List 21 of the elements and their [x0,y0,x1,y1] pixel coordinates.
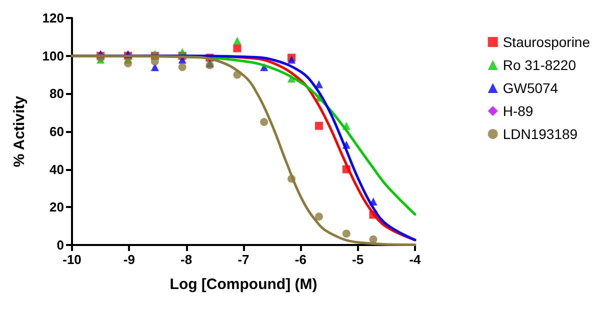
x-tick-label: -7 [238,252,250,267]
x-tick-label: -8 [180,252,192,267]
y-tick-label: 40 [50,162,64,177]
y-tick-label: 20 [50,200,64,215]
y-axis-title: % Activity [11,95,28,168]
legend-label: H-89 [502,103,534,119]
legend-label: Staurosporine [502,34,590,50]
x-tick-label: -5 [352,252,364,267]
x-tick-label: -6 [294,252,306,267]
y-tick-label: 100 [42,48,64,64]
y-tick-label: 80 [50,86,64,102]
legend-label: LDN193189 [502,126,578,142]
y-tick-label: 60 [50,124,64,139]
legend-label: GW5074 [502,80,558,96]
x-tick-label: -4 [409,252,422,267]
y-tick-label: 120 [42,10,64,26]
x-tick-label: -9 [123,252,135,267]
legend-label: Ro 31-8220 [502,57,576,73]
x-tick-label: -10 [62,252,82,267]
y-tick-label: 0 [56,238,64,252]
x-axis-title: Log [Compound] (M) [170,276,318,293]
